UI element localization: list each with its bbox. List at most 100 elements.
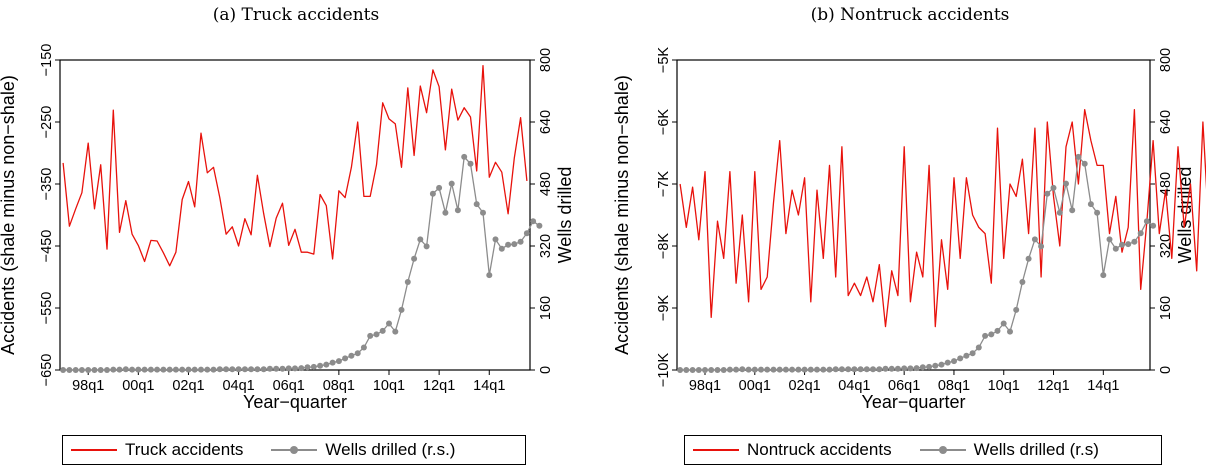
x-tick-label: 10q1 bbox=[373, 378, 405, 394]
wells-point bbox=[807, 366, 814, 373]
wells-point bbox=[1069, 207, 1076, 214]
plot-frame bbox=[59, 59, 531, 371]
x-tick-label: 12q1 bbox=[423, 378, 455, 394]
y-tick-label: −250 bbox=[39, 106, 55, 139]
wells-point bbox=[373, 331, 380, 338]
wells-point bbox=[241, 366, 248, 373]
wells-point bbox=[1044, 190, 1051, 197]
wells-point bbox=[683, 367, 690, 373]
wells-point bbox=[1094, 209, 1101, 216]
wells-point bbox=[994, 327, 1001, 334]
x-tick-label: 08q1 bbox=[323, 378, 355, 394]
plot-frame bbox=[676, 59, 1151, 371]
wells-point bbox=[454, 207, 461, 214]
chart-title: (b) Nontruck accidents bbox=[810, 5, 1010, 25]
wells-point bbox=[223, 366, 230, 373]
wells-point bbox=[969, 350, 976, 357]
wells-point bbox=[423, 243, 430, 250]
legend: Truck accidents Wells drilled (r.s.) bbox=[62, 435, 526, 465]
wells-point bbox=[708, 367, 715, 373]
x-tick-label: 06q1 bbox=[273, 378, 305, 394]
wells-point bbox=[944, 359, 951, 366]
series-line-wells bbox=[63, 155, 540, 371]
wells-point bbox=[1137, 230, 1144, 237]
y-tick-label: −7K bbox=[656, 171, 672, 198]
wells-point bbox=[832, 366, 839, 373]
wells-point bbox=[801, 366, 808, 373]
wells-point bbox=[1081, 160, 1088, 167]
wells-point bbox=[714, 367, 721, 373]
x-tick-label: 98q1 bbox=[689, 378, 721, 394]
wells-point bbox=[1007, 328, 1013, 335]
wells-point bbox=[304, 364, 311, 371]
wells-point bbox=[720, 367, 727, 373]
wells-point bbox=[78, 367, 85, 373]
y-tick-label: −5K bbox=[656, 47, 672, 74]
y2-axis-title: Wells drilled bbox=[555, 167, 575, 264]
wells-point bbox=[1125, 241, 1132, 248]
wells-point bbox=[1013, 306, 1020, 313]
wells-point bbox=[72, 367, 79, 373]
wells-point bbox=[404, 279, 411, 285]
x-axis-title: Year−quarter bbox=[862, 392, 966, 412]
wells-point bbox=[486, 272, 493, 279]
y-tick-label: −9K bbox=[656, 295, 672, 322]
wells-point bbox=[530, 218, 537, 225]
wells-point bbox=[776, 366, 783, 373]
wells-point bbox=[1119, 241, 1125, 248]
y-axis-title: Accidents (shale minus non−shale) bbox=[0, 75, 18, 355]
wells-point bbox=[442, 209, 449, 216]
wells-point bbox=[826, 366, 833, 373]
wells-point bbox=[97, 367, 104, 373]
wells-point bbox=[1106, 236, 1113, 243]
wells-point bbox=[845, 366, 852, 373]
legend-swatch-marker-line bbox=[271, 443, 318, 457]
wells-point bbox=[1038, 243, 1045, 250]
y2-tick-label: 800 bbox=[1158, 48, 1174, 72]
wells-point bbox=[191, 366, 198, 373]
wells-point bbox=[329, 359, 336, 366]
wells-point bbox=[876, 366, 883, 373]
wells-point bbox=[235, 366, 242, 373]
wells-point bbox=[677, 367, 684, 373]
y2-tick-label: 480 bbox=[538, 172, 554, 196]
wells-point bbox=[166, 366, 173, 373]
wells-point bbox=[1100, 272, 1107, 279]
y-tick-label: −650 bbox=[39, 354, 55, 387]
wells-point bbox=[795, 366, 802, 373]
wells-point bbox=[66, 367, 73, 373]
wells-point bbox=[726, 366, 733, 373]
wells-point bbox=[888, 365, 895, 372]
wells-point bbox=[702, 367, 708, 373]
wells-point bbox=[919, 364, 926, 371]
legend-item-series-2: Wells drilled (r.s.) bbox=[267, 440, 455, 460]
wells-point bbox=[870, 366, 876, 373]
chart-title: (a) Truck accidents bbox=[212, 5, 380, 25]
wells-point bbox=[1031, 236, 1038, 243]
legend-item-series-2: Wells drilled (r.s) bbox=[916, 440, 1099, 460]
x-tick-label: 08q1 bbox=[938, 378, 970, 394]
wells-point bbox=[436, 184, 443, 191]
wells-point bbox=[1150, 222, 1157, 229]
wells-point bbox=[135, 366, 142, 373]
wells-point bbox=[210, 366, 217, 373]
legend-label: Wells drilled (r.s) bbox=[973, 440, 1099, 459]
x-tick-label: 12q1 bbox=[1037, 378, 1069, 394]
y2-tick-label: 640 bbox=[1158, 110, 1174, 134]
y-tick-label: −550 bbox=[39, 292, 55, 325]
wells-point bbox=[85, 367, 92, 373]
x-tick-label: 02q1 bbox=[172, 378, 204, 394]
wells-point bbox=[172, 366, 179, 373]
wells-point bbox=[141, 366, 148, 373]
wells-point bbox=[461, 153, 468, 160]
wells-point bbox=[122, 366, 129, 373]
x-axis-title: Year−quarter bbox=[243, 392, 347, 412]
legend-swatch-line bbox=[693, 443, 739, 457]
wells-point bbox=[758, 366, 764, 373]
wells-point bbox=[429, 190, 436, 197]
legend: Nontruck accidents Wells drilled (r.s) bbox=[684, 435, 1162, 465]
chart-truck-accidents: −650 −550 −450 −350 −250 −150 0 160 320 480 640 800… bbox=[0, 44, 575, 412]
wells-point bbox=[298, 365, 305, 372]
wells-point bbox=[751, 366, 758, 373]
wells-point bbox=[411, 255, 418, 262]
